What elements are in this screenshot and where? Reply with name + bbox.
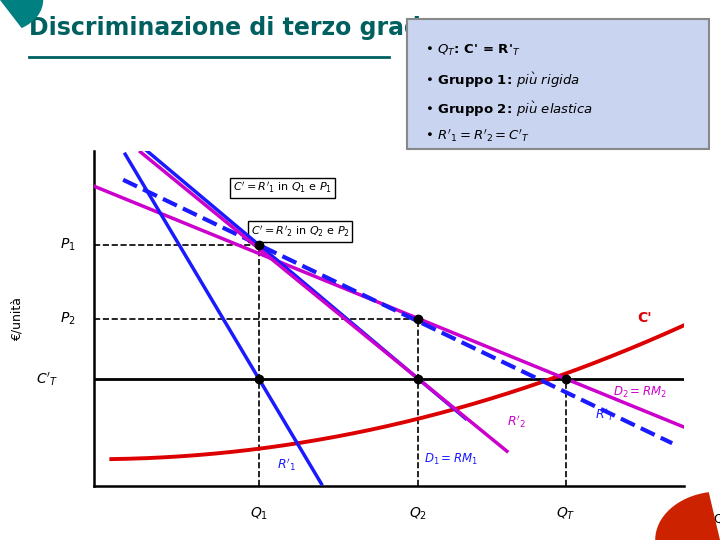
Text: $R'_T$: $R'_T$ xyxy=(595,407,616,423)
Text: Quantità: Quantità xyxy=(714,513,720,526)
Text: C': C' xyxy=(636,311,652,325)
Text: $P_2$: $P_2$ xyxy=(60,310,76,327)
Text: 67: 67 xyxy=(674,521,691,535)
Text: $Q_T$: $Q_T$ xyxy=(556,506,576,523)
Text: $D_2 = RM_2$: $D_2 = RM_2$ xyxy=(613,384,667,400)
Text: $C'_T$: $C'_T$ xyxy=(36,370,58,388)
Text: $R'_2$: $R'_2$ xyxy=(507,413,526,430)
Text: $C' = R'_1$ in $Q_1$ e $P_1$: $C' = R'_1$ in $Q_1$ e $P_1$ xyxy=(233,181,332,195)
Text: $R'_1$: $R'_1$ xyxy=(276,457,296,474)
Text: • Gruppo 1: $\it{pi\`u\ rigida}$: • Gruppo 1: $\it{pi\`u\ rigida}$ xyxy=(425,71,580,90)
Text: • Gruppo 2: $\it{pi\`u\ elastica}$: • Gruppo 2: $\it{pi\`u\ elastica}$ xyxy=(425,99,593,118)
Text: $Q_2$: $Q_2$ xyxy=(409,506,428,523)
Text: • $\mathit{Q_T}$: C' = R'$_T$: • $\mathit{Q_T}$: C' = R'$_T$ xyxy=(425,43,521,58)
Text: $Q_1$: $Q_1$ xyxy=(250,506,268,523)
Text: $D_1 = RM_1$: $D_1 = RM_1$ xyxy=(424,451,478,467)
Text: $P_1$: $P_1$ xyxy=(60,237,76,253)
Text: • $R'_1 = R'_2 = C'_T$: • $R'_1 = R'_2 = C'_T$ xyxy=(425,127,530,144)
Text: $C' = R'_2$ in $Q_2$ e $P_2$: $C' = R'_2$ in $Q_2$ e $P_2$ xyxy=(251,224,350,239)
Text: €/unità: €/unità xyxy=(10,296,23,341)
Text: Discriminazione di terzo grado: Discriminazione di terzo grado xyxy=(29,16,437,40)
